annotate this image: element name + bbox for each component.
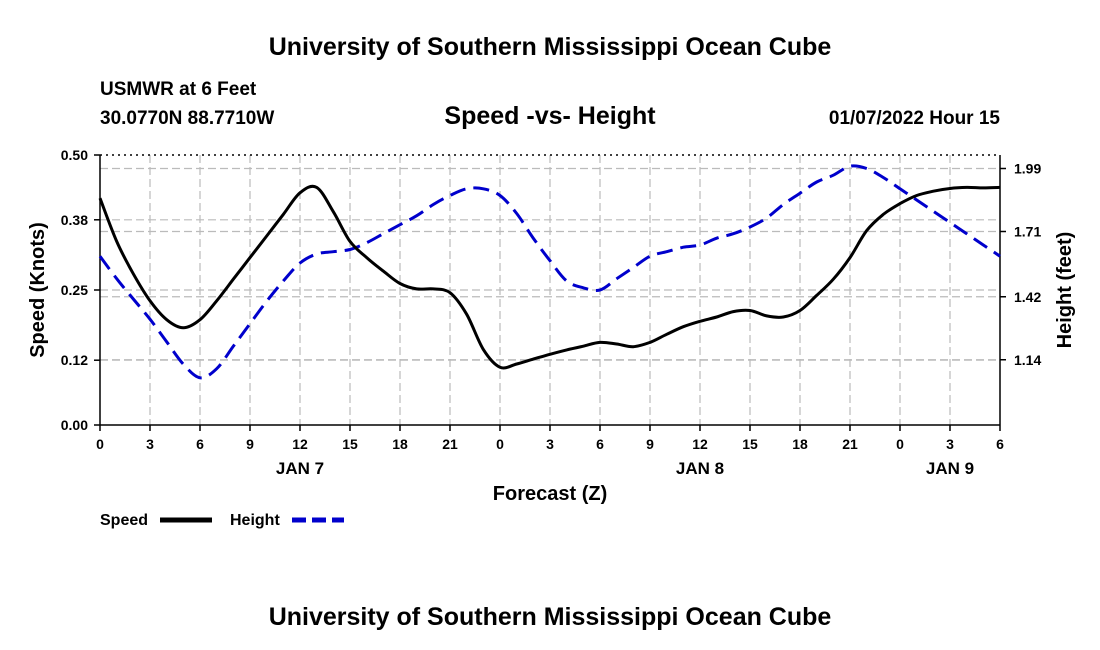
datetime-label: 01/07/2022 Hour 15 xyxy=(829,108,1001,129)
location-label: 30.0770N 88.7710W xyxy=(100,108,274,129)
x-tick-label: 0 xyxy=(896,436,904,452)
day-label: JAN 8 xyxy=(676,459,724,478)
speed-series-line xyxy=(98,184,1001,370)
x-tick-label: 0 xyxy=(496,436,504,452)
x-tick-label: 15 xyxy=(742,436,758,452)
y-tick-label: 0.38 xyxy=(61,212,88,228)
x-axis-label: Forecast (Z) xyxy=(493,483,607,505)
x-tick-label: 9 xyxy=(646,436,654,452)
footer-title: University of Southern Mississippi Ocean… xyxy=(269,603,832,631)
y2-tick-label: 1.42 xyxy=(1014,289,1041,305)
day-label: JAN 7 xyxy=(276,459,324,478)
x-tick-label: 18 xyxy=(792,436,808,452)
x-tick-label: 15 xyxy=(342,436,358,452)
x-tick-label: 9 xyxy=(246,436,254,452)
x-tick-label: 12 xyxy=(292,436,308,452)
x-tick-label: 12 xyxy=(692,436,708,452)
y2-tick-label: 1.71 xyxy=(1014,224,1041,240)
day-label: JAN 9 xyxy=(926,459,974,478)
x-tick-label: 21 xyxy=(442,436,458,452)
station-label: USMWR at 6 Feet xyxy=(100,79,257,100)
chart-title: Speed -vs- Height xyxy=(444,102,656,130)
x-tick-label: 6 xyxy=(196,436,204,452)
y2-tick-label: 1.99 xyxy=(1014,161,1041,177)
grid-lines xyxy=(100,155,1000,425)
y-tick-label: 0.50 xyxy=(61,147,88,163)
legend-speed-label: Speed xyxy=(100,512,148,529)
x-tick-label: 6 xyxy=(996,436,1004,452)
y-tick-label: 0.25 xyxy=(61,282,88,298)
x-tick-label: 3 xyxy=(146,436,154,452)
legend-height-label: Height xyxy=(230,512,280,529)
x-tick-label: 21 xyxy=(842,436,858,452)
tick-labels: 0 3 6 9 12 15 18 21 0 3 6 9 12 15 18 21 0 3 6 JAN 7 JAN 8 JAN… xyxy=(61,147,1042,478)
x-tick-label: 3 xyxy=(546,436,554,452)
y-tick-label: 0.00 xyxy=(61,417,88,433)
data-series xyxy=(98,164,1001,380)
y2-axis-label: Height (feet) xyxy=(1054,232,1076,349)
x-tick-label: 6 xyxy=(596,436,604,452)
page-title: University of Southern Mississippi Ocean… xyxy=(269,33,832,61)
x-tick-label: 18 xyxy=(392,436,408,452)
legend: Speed Height xyxy=(100,512,344,529)
y2-tick-label: 1.14 xyxy=(1014,352,1041,368)
y-tick-label: 0.12 xyxy=(61,352,88,368)
y-axis-label: Speed (Knots) xyxy=(27,222,49,358)
x-tick-label: 0 xyxy=(96,436,104,452)
x-tick-label: 3 xyxy=(946,436,954,452)
height-series-line xyxy=(98,164,1001,380)
